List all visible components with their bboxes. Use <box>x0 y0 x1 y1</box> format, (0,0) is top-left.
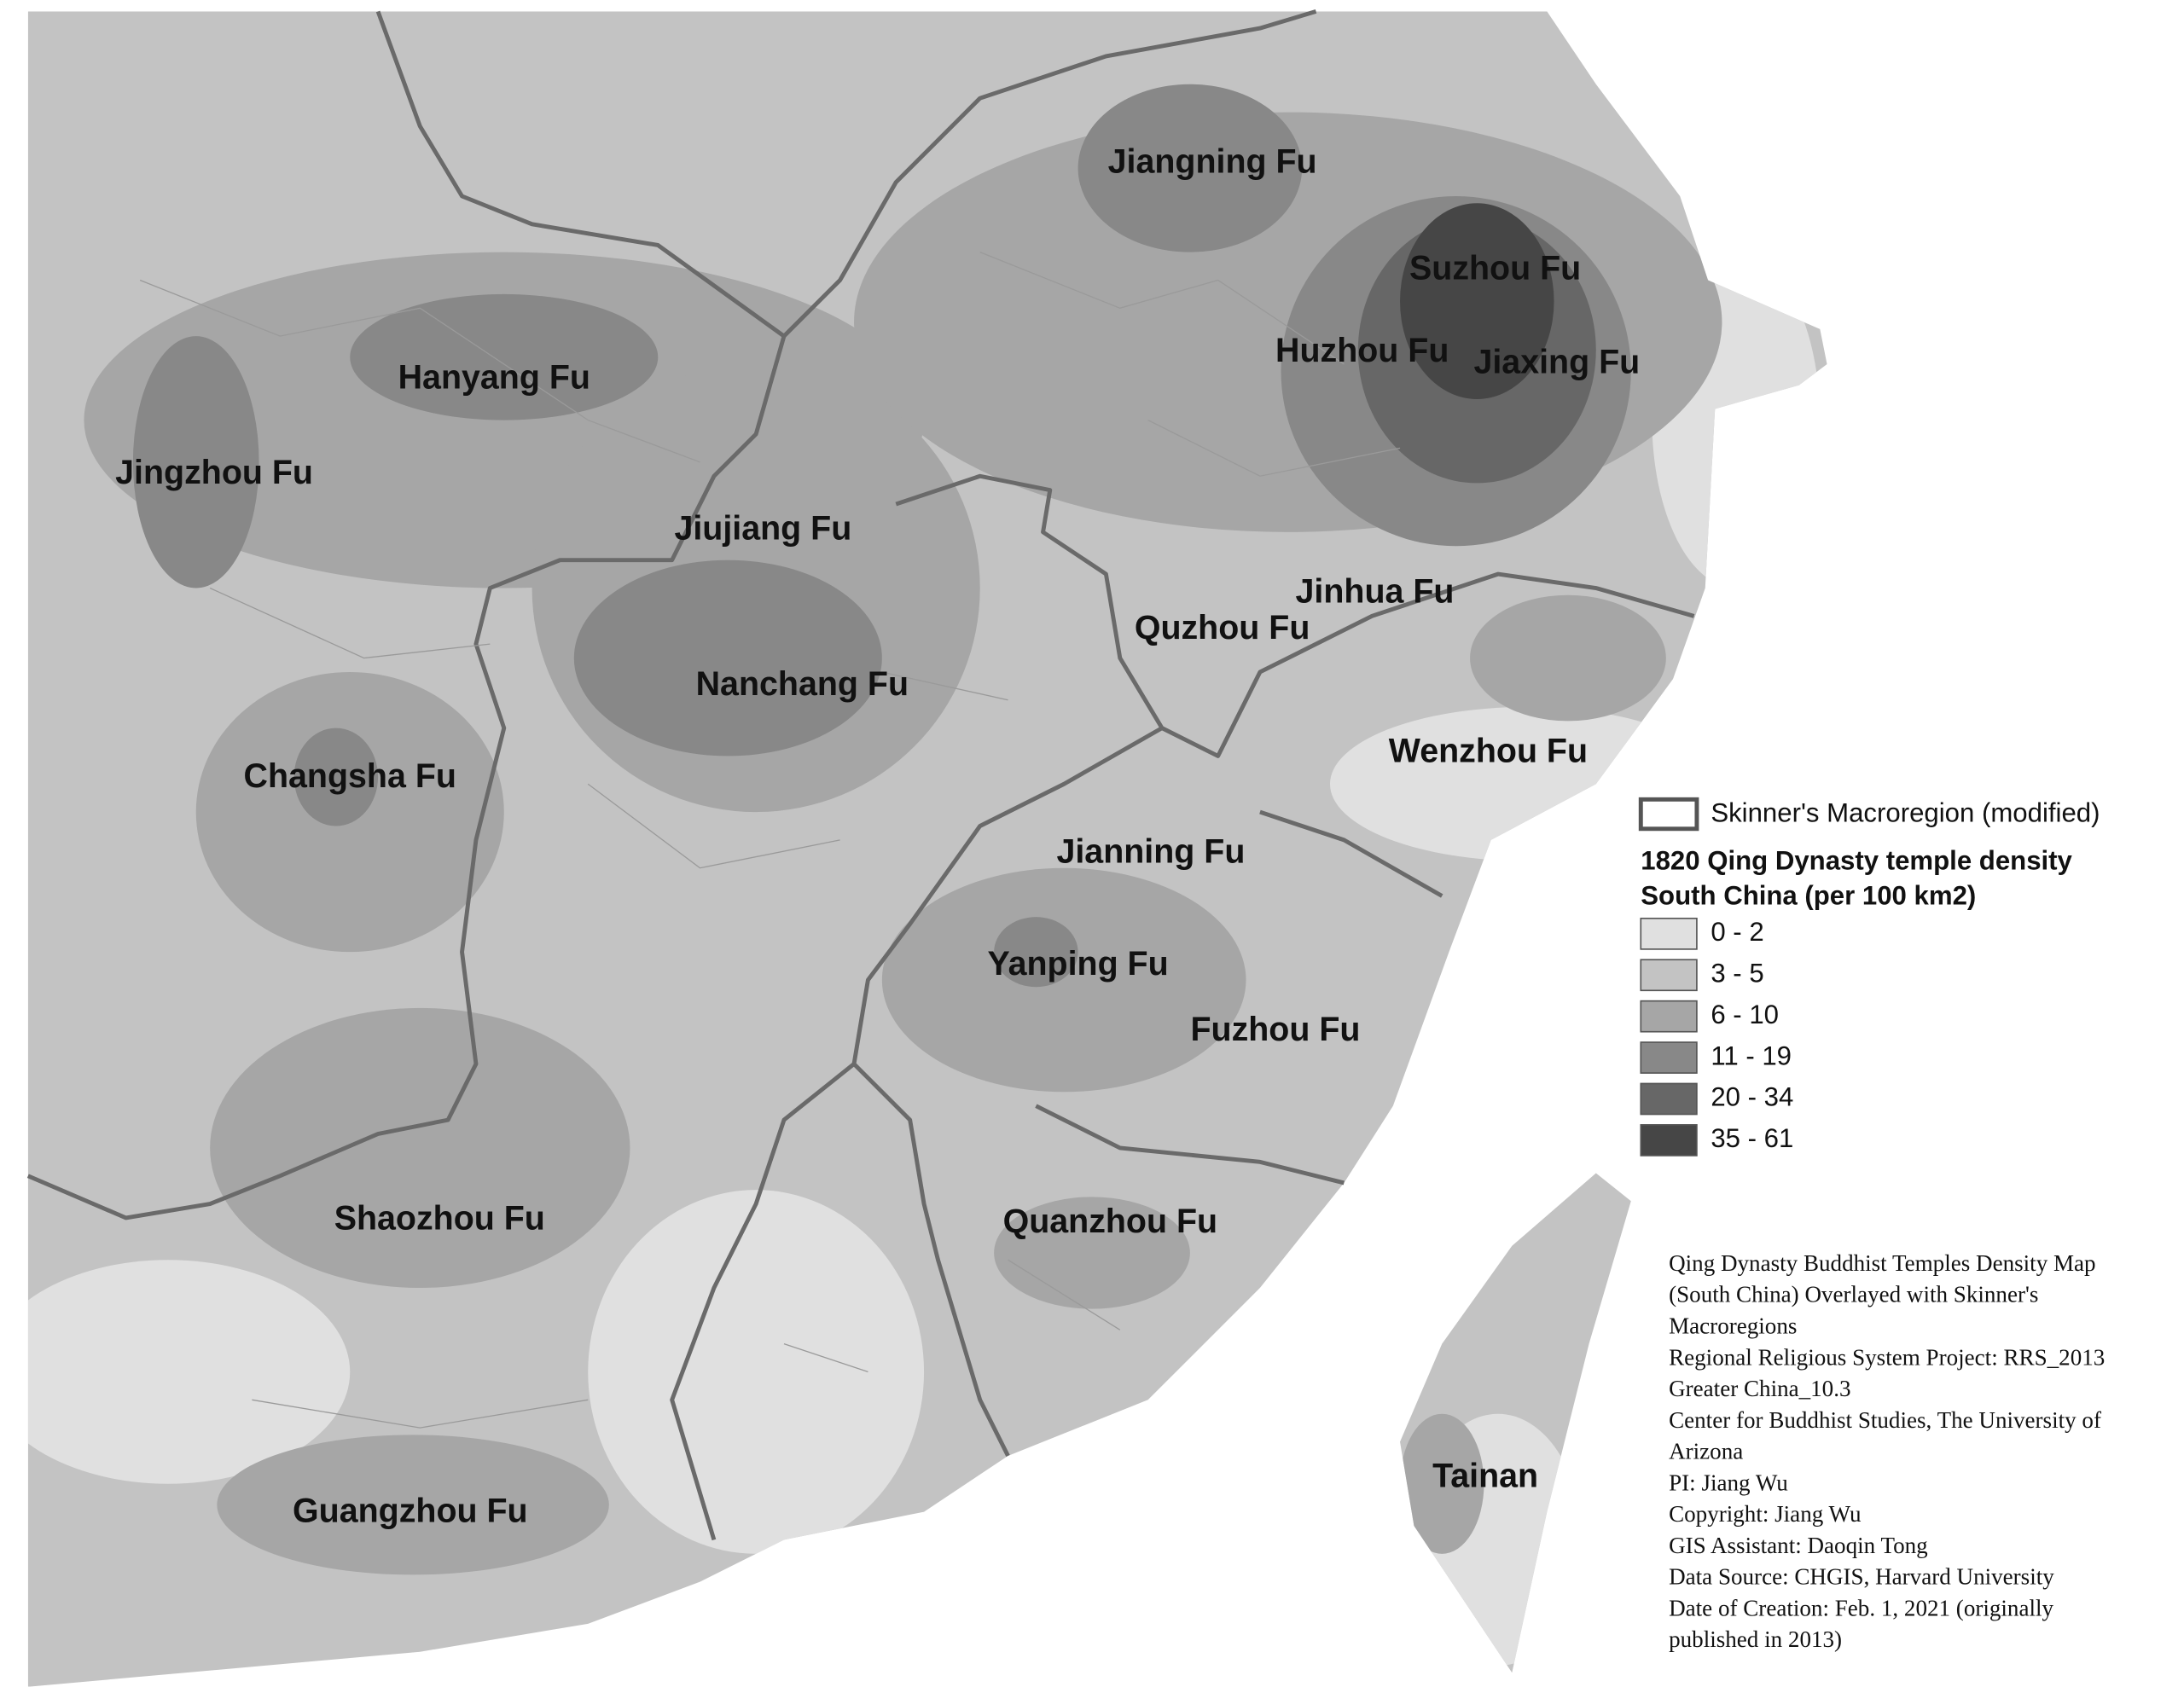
boundary-line <box>852 1062 1010 1458</box>
prefecture-labels: Jiangning Fu Suzhou Fu Huzhou Fu Jiaxing Fu… <box>115 143 1640 1530</box>
credit-line: published in 2013) <box>1669 1626 1842 1652</box>
credit-line: (South China) Overlayed with Skinner's <box>1669 1282 2038 1307</box>
legend-label: 3 - 5 <box>1711 958 1763 988</box>
credit-line: Center for Buddhist Studies, The Univers… <box>1669 1407 2102 1433</box>
density-patch <box>994 917 1078 988</box>
density-patch <box>1400 1413 1484 1554</box>
prefecture-label: Hanyang Fu <box>398 358 590 396</box>
density-patch <box>132 336 259 588</box>
prefecture-label: Changsha Fu <box>244 757 456 795</box>
density-patch <box>1470 594 1666 722</box>
prefecture-label: Jingzhou Fu <box>115 454 313 491</box>
credit-line: Data Source: CHGIS, Harvard University <box>1669 1564 2054 1590</box>
credit-line: Date of Creation: Feb. 1, 2021 (original… <box>1669 1595 2053 1620</box>
credit-line: Regional Religious System Project: RRS_2… <box>1669 1344 2105 1370</box>
prefecture-label: Quanzhou Fu <box>1003 1203 1218 1240</box>
prefecture-label: Yanping Fu <box>987 945 1168 983</box>
prefecture-label: Suzhou Fu <box>1409 249 1581 287</box>
prefecture-label: Wenzhou Fu <box>1389 733 1588 770</box>
density-patch <box>573 559 882 757</box>
density-patch <box>27 1260 351 1484</box>
legend-swatch <box>1640 1124 1698 1157</box>
credits: Qing Dynasty Buddhist Temples Density Ma… <box>1669 1250 2105 1652</box>
prefecture-label: Tainan <box>1432 1458 1538 1495</box>
prefecture-label: Nanchang Fu <box>696 665 909 703</box>
density-patch <box>350 293 659 420</box>
density-patch <box>293 728 379 826</box>
prefecture-label: Shaozhou Fu <box>334 1200 545 1238</box>
credit-line: Macroregions <box>1669 1313 1797 1339</box>
density-patch <box>210 1007 630 1289</box>
legend-swatch <box>1640 1041 1698 1074</box>
credit-line: Greater China_10.3 <box>1669 1376 1850 1401</box>
prefecture-label: Jinhua Fu <box>1296 572 1455 610</box>
legend-swatch <box>1640 1000 1698 1033</box>
legend-label: 35 - 61 <box>1711 1123 1793 1153</box>
legend-swatch <box>1640 959 1698 992</box>
credit-line: Qing Dynasty Buddhist Temples Density Ma… <box>1669 1250 2096 1276</box>
prefecture-label: Jiangning Fu <box>1108 143 1317 181</box>
prefecture-label: Guangzhou Fu <box>293 1493 528 1530</box>
legend-swatch <box>1640 917 1698 950</box>
credit-line: Copyright: Jiang Wu <box>1669 1501 1862 1527</box>
legend-label: 0 - 2 <box>1711 917 1763 947</box>
prefecture-label: Huzhou Fu <box>1275 332 1449 369</box>
legend-items: 0 - 2 3 - 5 6 - 10 11 - 19 20 - 34 35 - 61 <box>1640 917 1793 1157</box>
prefecture-label: Jiujiang Fu <box>674 510 851 548</box>
legend-title: 1820 Qing Dynasty temple density <box>1641 845 2072 875</box>
density-patch <box>588 1190 925 1554</box>
credit-line: GIS Assistant: Daoqin Tong <box>1669 1533 1928 1558</box>
legend-label: 20 - 34 <box>1711 1082 1793 1112</box>
density-patch <box>217 1435 609 1575</box>
legend-swatch <box>1640 1082 1698 1116</box>
prefecture-boundaries <box>139 252 1401 1429</box>
density-patch <box>994 1197 1190 1309</box>
density-patch <box>881 867 1246 1093</box>
legend-title: South China (per 100 km2) <box>1641 880 1976 910</box>
prefecture-label: Jiaxing Fu <box>1473 343 1640 380</box>
legend: Skinner's Macroregion (modified) 1820 Qi… <box>1638 797 2100 1157</box>
legend-label: 6 - 10 <box>1711 1000 1779 1029</box>
prefecture-label: Quzhou Fu <box>1135 609 1310 646</box>
boundary-swatch <box>1638 797 1699 832</box>
prefecture-label: Fuzhou Fu <box>1190 1011 1360 1048</box>
legend-boundary: Skinner's Macroregion (modified) <box>1711 798 2100 828</box>
density-patch <box>1077 84 1303 252</box>
boundary-line <box>375 9 1317 339</box>
boundary-line <box>26 335 787 1220</box>
prefecture-label: Jianning Fu <box>1056 833 1245 871</box>
density-patch <box>1400 203 1554 399</box>
boundary-line <box>1259 809 1443 898</box>
legend-label: 11 - 19 <box>1711 1041 1792 1070</box>
macroregion-boundaries <box>26 9 1695 1541</box>
credit-line: Arizona <box>1669 1439 1743 1464</box>
credit-line: PI: Jiang Wu <box>1669 1470 1788 1495</box>
boundary-line <box>1035 1104 1345 1186</box>
density-patch <box>1329 707 1722 861</box>
